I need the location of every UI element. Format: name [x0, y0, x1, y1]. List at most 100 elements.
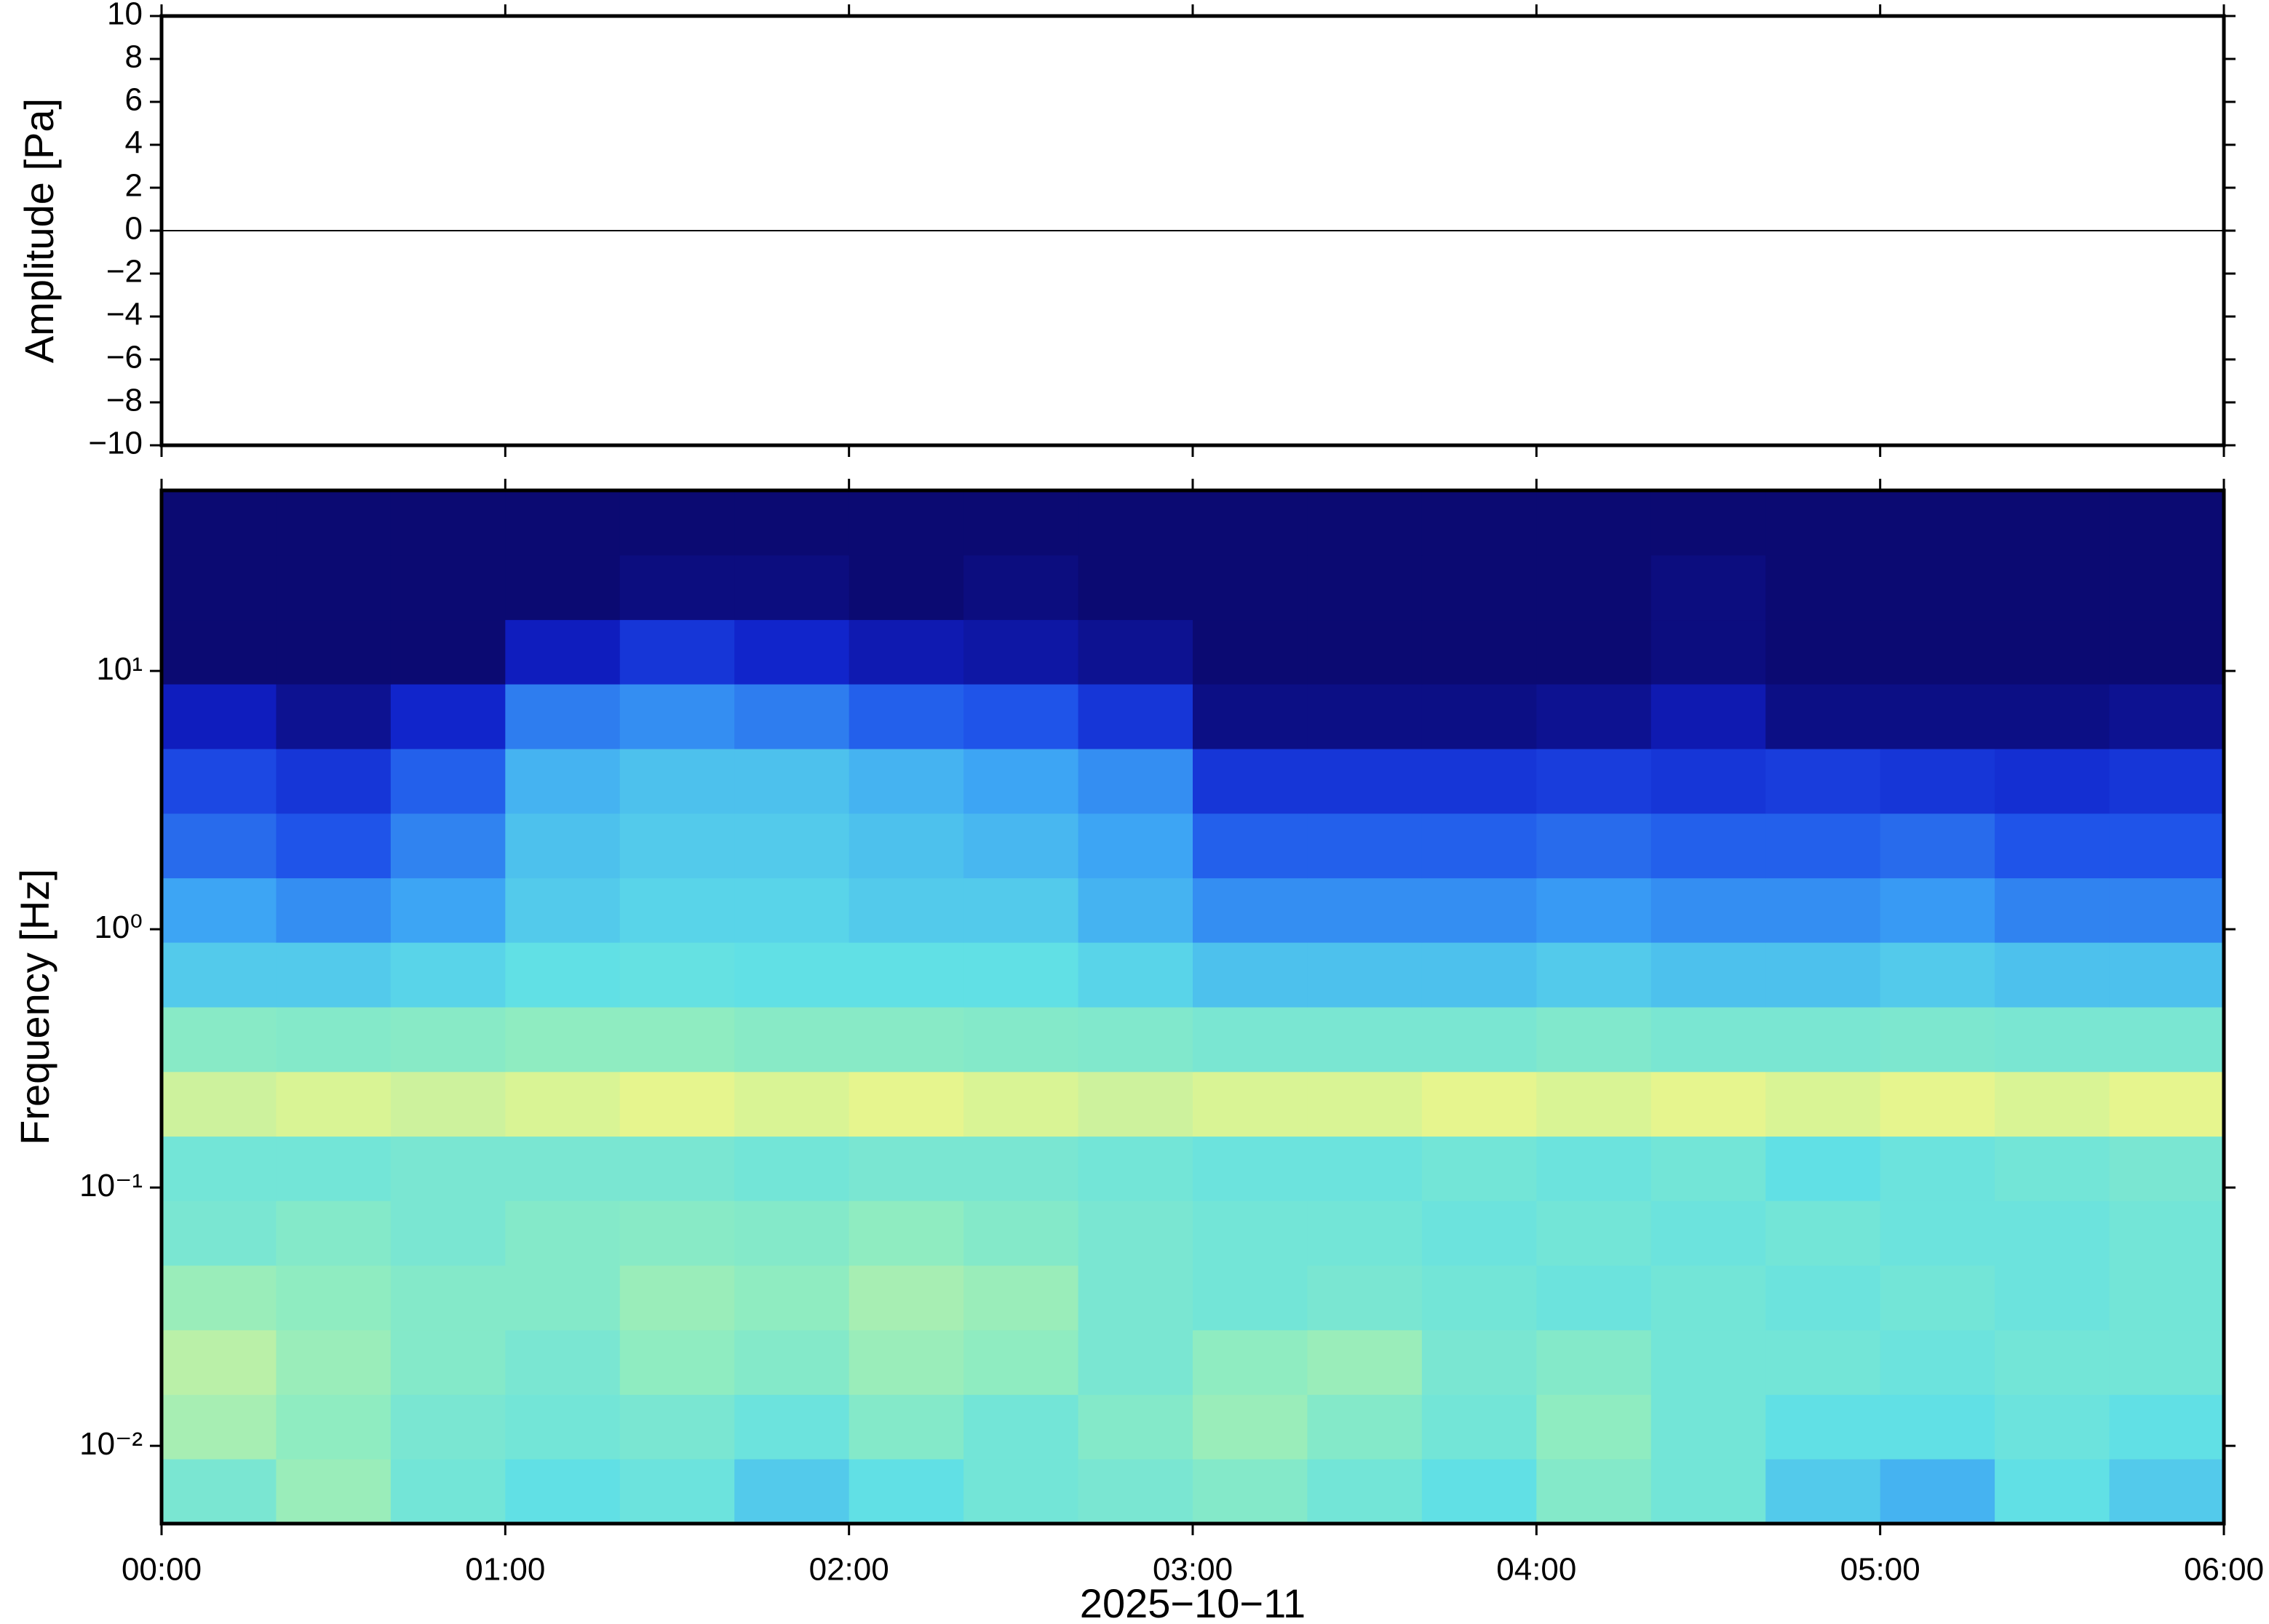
- spectrogram-cell: [963, 1329, 1079, 1396]
- spectrogram-cell: [162, 1071, 277, 1137]
- spectrogram-cell: [1765, 684, 1881, 749]
- spectrogram-cell: [849, 1394, 964, 1460]
- spectrogram-cell: [849, 490, 964, 556]
- spectrogram-cell: [2109, 1201, 2225, 1266]
- spectrogram-cell: [1421, 1136, 1537, 1201]
- spectrogram-cell: [1536, 1459, 1652, 1524]
- spectrogram-cell: [1078, 1136, 1193, 1201]
- spectrogram-cell: [1078, 1265, 1193, 1331]
- y-tick-label: −10: [88, 426, 143, 461]
- spectrogram-cell: [2109, 942, 2225, 1008]
- spectrogram-cell: [2109, 1265, 2225, 1331]
- spectrogram-cell: [2109, 877, 2225, 943]
- spectrogram-cell: [390, 749, 506, 814]
- spectrogram-cell: [1307, 1265, 1423, 1331]
- spectrogram-cell: [390, 1136, 506, 1201]
- spectrogram-cell: [1650, 1265, 1766, 1331]
- spectrogram-cell: [276, 684, 392, 749]
- spectrogram-cell: [619, 813, 735, 879]
- spectrogram-cell: [1421, 1007, 1537, 1072]
- spectrogram-cell: [1765, 813, 1881, 879]
- spectrogram-cell: [1995, 490, 2110, 556]
- spectrogram-cell: [1880, 490, 1995, 556]
- spectrogram-cell: [1650, 554, 1766, 621]
- spectrogram-cell: [1307, 684, 1423, 749]
- spectrogram-cell: [1193, 1329, 1308, 1396]
- y-tick-label: 10: [107, 0, 143, 32]
- spectrogram-cell: [1536, 1007, 1652, 1072]
- spectrogram-cell: [1193, 942, 1308, 1008]
- spectrogram-cell: [1193, 1071, 1308, 1137]
- spectrogram-cell: [1078, 749, 1193, 814]
- spectrogram-cell: [1307, 490, 1423, 556]
- spectrogram-cell: [734, 749, 850, 814]
- spectrogram-cell: [1307, 1136, 1423, 1201]
- spectrogram-cell: [1078, 942, 1193, 1008]
- spectrogram-cell: [1536, 1071, 1652, 1137]
- spectrogram-cell: [1421, 490, 1537, 556]
- spectrogram-cell: [963, 1007, 1079, 1072]
- y-tick-label: 10⁰: [94, 909, 143, 945]
- x-tick-label: 04:00: [1496, 1552, 1576, 1588]
- spectrogram-cell: [734, 1265, 850, 1331]
- spectrogram-cell: [1765, 1136, 1881, 1201]
- spectrogram-cell: [734, 877, 850, 943]
- spectrogram-cell: [1880, 1265, 1995, 1331]
- spectrogram-cell: [963, 1265, 1079, 1331]
- spectrogram-cell: [1078, 1394, 1193, 1460]
- spectrogram-cell: [276, 1265, 392, 1331]
- spectrogram-cell: [734, 942, 850, 1008]
- spectrogram-cell: [390, 1007, 506, 1072]
- spectrogram-cell: [1421, 1329, 1537, 1396]
- spectrogram-cell: [963, 813, 1079, 879]
- spectrogram-cell: [1765, 1265, 1881, 1331]
- spectrogram-cell: [963, 554, 1079, 621]
- spectrogram-cell: [734, 1007, 850, 1072]
- spectrogram-cell: [1650, 749, 1766, 814]
- spectrogram-cell: [1650, 1459, 1766, 1524]
- spectrogram-cell: [734, 1329, 850, 1396]
- y-tick-label: 4: [125, 125, 143, 161]
- spectrogram-cell: [1995, 1071, 2110, 1137]
- spectrogram-cell: [1193, 813, 1308, 879]
- spectrogram-cell: [1078, 1201, 1193, 1266]
- spectrogram-cell: [162, 1329, 277, 1396]
- spectrogram-cell: [734, 1459, 850, 1524]
- spectrogram-cell: [963, 942, 1079, 1008]
- spectrogram-cell: [849, 1265, 964, 1331]
- spectrogram-cell: [619, 1071, 735, 1137]
- spectrogram-cell: [619, 749, 735, 814]
- spectrogram-cell: [1307, 749, 1423, 814]
- spectrogram-cell: [1193, 1007, 1308, 1072]
- spectrogram-cell: [1421, 684, 1537, 749]
- spectrogram-cell: [849, 1071, 964, 1137]
- spectrogram-cell: [505, 1136, 621, 1201]
- spectrogram-cell: [1995, 554, 2110, 621]
- spectrogram-cell: [1880, 619, 1995, 685]
- x-tick-label: 03:00: [1153, 1552, 1233, 1588]
- spectrogram-cell: [390, 877, 506, 943]
- spectrogram-cell: [1193, 619, 1308, 685]
- spectrogram-cell: [1650, 1071, 1766, 1137]
- spectrogram-cell: [1307, 619, 1423, 685]
- spectrogram-cell: [849, 749, 964, 814]
- spectrogram-cell: [1421, 619, 1537, 685]
- spectrogram-cell: [1421, 749, 1537, 814]
- y-tick-label: 10⁻²: [79, 1426, 143, 1462]
- spectrogram-cell: [1995, 877, 2110, 943]
- spectrogram-cell: [849, 1329, 964, 1396]
- spectrogram-cell: [505, 1265, 621, 1331]
- spectrogram-cell: [1765, 1329, 1881, 1396]
- x-tick-label: 06:00: [2184, 1552, 2264, 1588]
- spectrogram-cell: [1650, 1394, 1766, 1460]
- spectrogram-cell: [1421, 942, 1537, 1008]
- spectrogram-cell: [849, 554, 964, 621]
- spectrogram-cell: [162, 1136, 277, 1201]
- spectrogram-cell: [390, 1329, 506, 1396]
- spectrogram-cell: [1078, 1071, 1193, 1137]
- spectrogram-cell: [619, 1201, 735, 1266]
- spectrogram-cell: [1995, 813, 2110, 879]
- y-axis-label: Frequency [Hz]: [12, 869, 57, 1145]
- spectrogram-cell: [2109, 1136, 2225, 1201]
- spectrogram-cell: [1650, 490, 1766, 556]
